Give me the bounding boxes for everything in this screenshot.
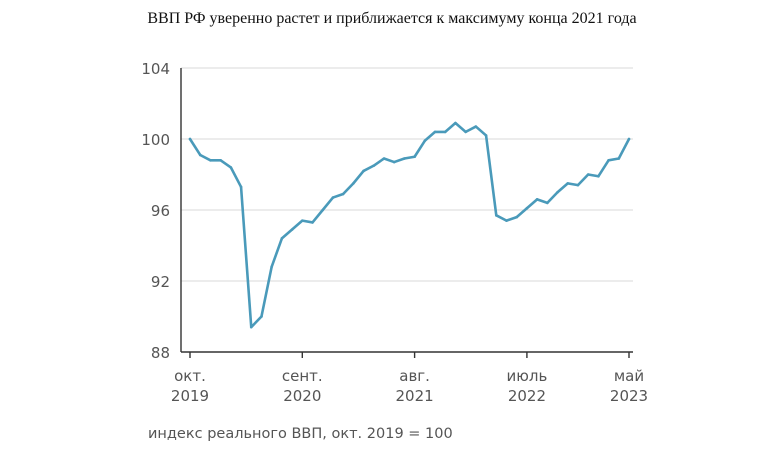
data-point-35	[546, 201, 549, 205]
data-point-5	[239, 185, 243, 189]
y-tick-label-104: 104	[141, 60, 170, 78]
data-point-13	[321, 208, 325, 212]
data-point-3	[219, 159, 222, 162]
data-point-6	[249, 325, 253, 329]
data-point-28	[474, 125, 478, 128]
data-point-20	[392, 160, 396, 164]
data-point-24	[433, 130, 437, 134]
data-point-19	[382, 157, 386, 160]
data-point-30	[494, 214, 498, 217]
data-point-39	[586, 173, 590, 176]
data-point-22	[413, 155, 416, 159]
x-tick-label-4-line2: 2023	[610, 387, 648, 405]
data-point-8	[270, 265, 273, 269]
data-point-41	[607, 159, 610, 162]
series-line-0	[188, 121, 631, 329]
data-point-25	[443, 130, 447, 134]
data-point-36	[556, 190, 559, 194]
grid-lines	[181, 67, 633, 282]
x-tick-label-3-line2: 2022	[508, 387, 546, 405]
data-point-27	[464, 130, 467, 134]
x-tick-labels: окт. 2019 сент. 2020 авг. 2021 июль 2022 май 2023	[171, 367, 648, 405]
y-tick-label-92: 92	[151, 273, 170, 291]
data-point-17	[362, 169, 365, 173]
data-point-7	[260, 315, 263, 318]
data-point-32	[515, 215, 518, 219]
chart-title: ВВП РФ уверенно растет и приближается к …	[147, 10, 637, 27]
data-point-14	[331, 196, 335, 199]
data-point-11	[301, 219, 304, 222]
x-tick-label-3-line1: июль	[507, 367, 548, 385]
chart-caption: индекс реального ВВП, окт. 2019 = 100	[148, 426, 453, 442]
x-tick-label-0-line1: окт.	[174, 367, 206, 385]
x-tick-label-1-line1: сент.	[282, 367, 323, 385]
data-point-38	[576, 183, 580, 187]
y-tick-labels: 88 92 96 100 104	[141, 60, 170, 362]
y-tick-label-96: 96	[151, 202, 170, 220]
data-point-0	[188, 137, 192, 141]
data-point-15	[341, 192, 345, 196]
data-point-33	[525, 206, 529, 210]
y-tick-label-100: 100	[141, 131, 170, 149]
data-point-2	[209, 159, 212, 162]
data-point-29	[484, 134, 488, 137]
data-point-26	[454, 121, 457, 125]
data-point-34	[535, 198, 539, 201]
data-point-43	[627, 137, 631, 141]
data-point-4	[229, 166, 233, 169]
axes	[180, 68, 633, 358]
series	[188, 121, 631, 329]
data-point-37	[566, 182, 570, 185]
data-point-21	[403, 157, 406, 160]
x-tick-label-1-line2: 2020	[283, 387, 321, 405]
series-points-0	[188, 121, 631, 329]
data-point-16	[352, 182, 355, 185]
data-point-40	[597, 174, 600, 178]
x-tick-label-2-line2: 2021	[396, 387, 434, 405]
data-point-23	[423, 139, 427, 143]
y-tick-label-88: 88	[151, 344, 170, 362]
data-point-10	[290, 228, 294, 231]
data-point-9	[280, 237, 284, 240]
x-tick-label-4-line1: май	[614, 367, 644, 385]
x-tick-label-0-line2: 2019	[171, 387, 209, 405]
data-point-1	[198, 153, 202, 157]
data-point-31	[505, 219, 508, 222]
data-point-12	[311, 221, 314, 224]
data-point-42	[617, 157, 621, 160]
x-tick-label-2-line1: авг.	[399, 367, 430, 385]
data-point-18	[372, 164, 376, 167]
